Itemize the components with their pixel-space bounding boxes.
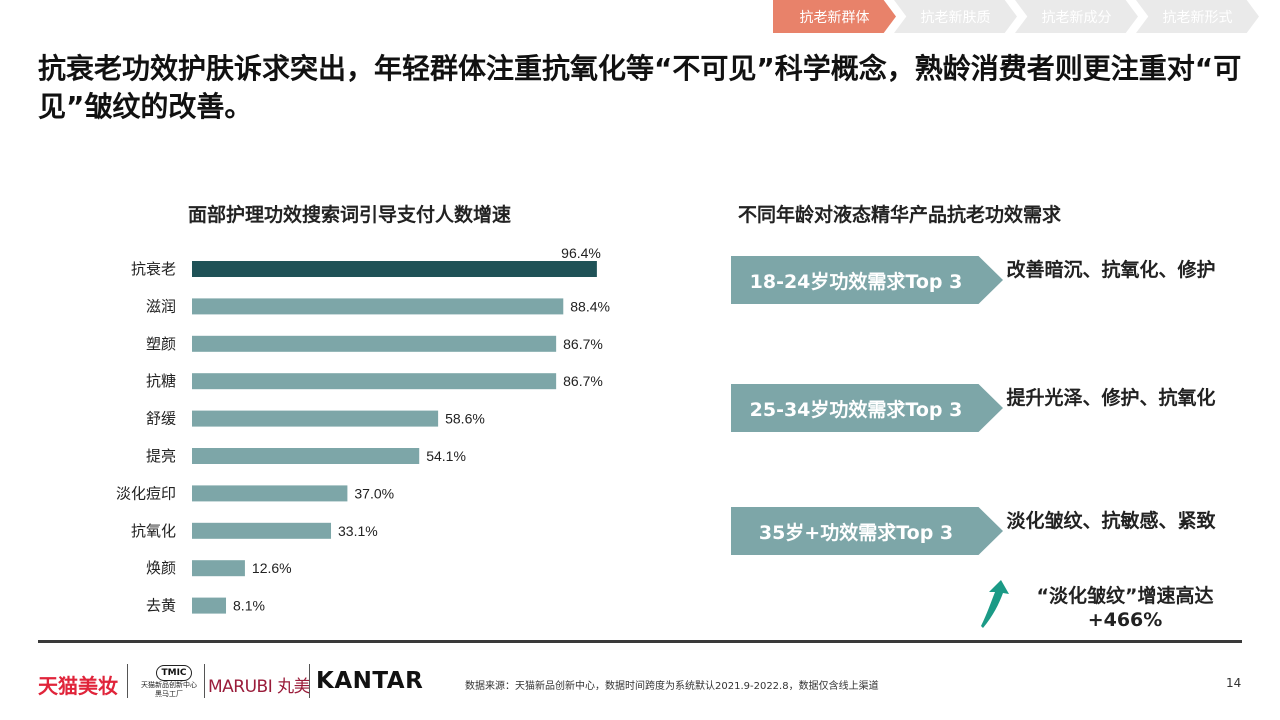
page-number: 14 [1226, 676, 1242, 690]
marubi-logo: MARUBI 丸美 [208, 677, 311, 697]
tab-new-skin[interactable]: 抗老新肤质 [894, 0, 1017, 33]
bar [192, 410, 439, 427]
tmic-badge: TMIC [156, 665, 192, 681]
bar [192, 373, 557, 390]
category-label: 焕颜 [146, 559, 176, 577]
value-label: 33.1% [338, 523, 378, 539]
demand-label-arrow: 18-24岁功效需求Top 3 [731, 256, 1003, 304]
logo-separator [127, 664, 128, 698]
tmic-subtitle: 天猫新品创新中心 [141, 681, 197, 689]
bar [192, 298, 564, 315]
trend-text: “淡化皱纹”增速高达 +466% [1015, 584, 1235, 632]
demand-text: 提升光泽、修护、抗氧化 [1006, 387, 1216, 409]
bar [192, 560, 245, 577]
tab-new-ingredient[interactable]: 抗老新成分 [1015, 0, 1138, 33]
category-label: 抗衰老 [131, 260, 176, 278]
efficacy-bar-chart: 抗衰老 96.4% 滋润 88.4% 塑颜 86.7% 抗糖 86.7% 舒缓 58.6% 提亮 54… [116, 245, 610, 615]
bar [192, 485, 348, 502]
demand-row-18-24: 18-24岁功效需求Top 3 改善暗沉、抗氧化、修护 [731, 256, 1271, 316]
kantar-logo: KANTAR [316, 668, 424, 694]
value-label: 37.0% [354, 485, 394, 501]
bar [192, 448, 420, 464]
tab-new-group[interactable]: 抗老新群体 [773, 0, 896, 33]
bar [192, 261, 597, 277]
logo-separator [309, 664, 310, 698]
tmic-logo: TMIC 天猫新品创新中心 黑马工厂 [137, 660, 201, 700]
demand-row-35-plus: 35岁+功效需求Top 3 淡化皱纹、抗敏感、紧致 [731, 507, 1271, 567]
tmall-beauty-logo: 天猫美妆 [38, 674, 118, 698]
value-label: 86.7% [563, 373, 603, 389]
value-label: 8.1% [233, 598, 265, 614]
demand-text: 淡化皱纹、抗敏感、紧致 [1006, 510, 1216, 532]
logo-separator [204, 664, 205, 698]
demand-label-arrow: 25-34岁功效需求Top 3 [731, 384, 1003, 432]
demand-text: 改善暗沉、抗氧化、修护 [1006, 259, 1216, 281]
category-label: 舒缓 [146, 410, 176, 428]
demand-row-25-34: 25-34岁功效需求Top 3 提升光泽、修护、抗氧化 [731, 384, 1271, 444]
trend-line-1: “淡化皱纹”增速高达 [1036, 585, 1214, 607]
category-label: 塑颜 [146, 335, 176, 353]
trend-callout: “淡化皱纹”增速高达 +466% [975, 580, 1255, 634]
up-arrow-icon [981, 580, 1009, 628]
value-label: 12.6% [252, 560, 292, 576]
demand-label-arrow: 35岁+功效需求Top 3 [731, 507, 1003, 555]
bar [192, 335, 557, 352]
category-label: 抗糖 [146, 372, 176, 390]
demand-title: 不同年龄对液态精华产品抗老功效需求 [738, 204, 1062, 226]
value-label: 88.4% [570, 298, 610, 314]
bar [192, 522, 332, 539]
tab-new-form[interactable]: 抗老新形式 [1136, 0, 1259, 33]
value-label: 54.1% [426, 448, 466, 464]
section-tabs: 抗老新群体 抗老新肤质 抗老新成分 抗老新形式 [773, 0, 1259, 33]
value-label: 58.6% [445, 411, 485, 427]
category-label: 去黄 [146, 597, 176, 615]
category-label: 滋润 [146, 297, 176, 315]
category-label: 抗氧化 [131, 522, 176, 540]
tmic-subtitle-2: 黑马工厂 [155, 690, 183, 698]
bar [192, 597, 227, 614]
value-label: 96.4% [561, 245, 601, 261]
category-label: 提亮 [146, 447, 176, 465]
footer-divider [38, 640, 1242, 643]
page-headline: 抗衰老功效护肤诉求突出，年轻群体注重抗氧化等“不可见”科学概念，熟龄消费者则更注… [38, 52, 1242, 123]
data-source-note: 数据来源：天猫新品创新中心，数据时间跨度为系统默认2021.9-2022.8，数… [465, 681, 879, 692]
chart-title: 面部护理功效搜索词引导支付人数增速 [188, 204, 512, 226]
value-label: 86.7% [563, 336, 603, 352]
category-label: 淡化痘印 [116, 484, 176, 502]
trend-line-2: +466% [1087, 609, 1163, 631]
